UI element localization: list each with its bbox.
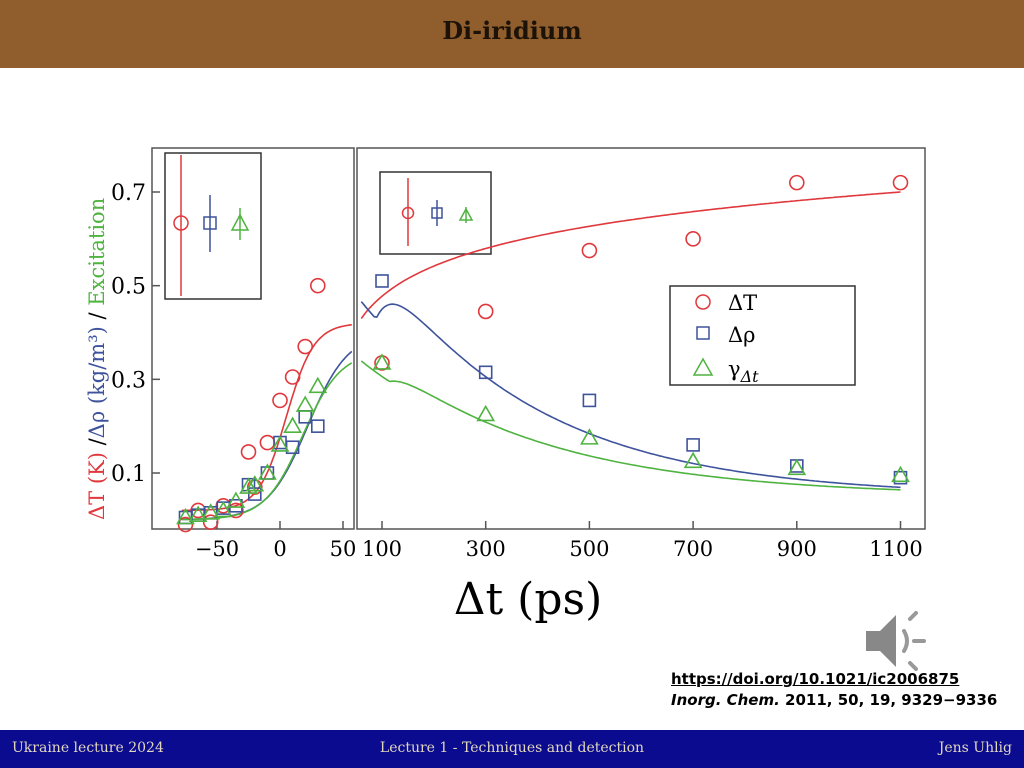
x-tick-label: 700 — [673, 537, 713, 561]
point-drho — [478, 365, 493, 380]
slide-title: Di-iridium — [442, 16, 582, 45]
point-gamma — [270, 435, 290, 452]
y-label-sep: / — [85, 306, 109, 326]
fit-curve-dT — [360, 191, 901, 319]
journal-name: Inorg. Chem. — [671, 691, 780, 709]
doi-link[interactable]: https://doi.org/10.1021/ic2006875 — [671, 670, 960, 688]
point-gamma — [787, 458, 807, 476]
fit-curve-gamma — [360, 360, 901, 491]
legend-marker-drho — [696, 326, 710, 340]
point-drho — [582, 393, 597, 408]
y-tick-label: 0.5 — [111, 275, 146, 300]
speaker-icon[interactable] — [860, 605, 932, 677]
point-drho — [310, 419, 325, 433]
point-gamma — [176, 507, 195, 525]
x-tick-label: 50 — [330, 537, 357, 561]
point-gamma — [188, 505, 208, 522]
left-errorbar-inset — [164, 152, 262, 300]
point-gamma — [213, 500, 233, 518]
point-drho — [229, 498, 243, 513]
point-dT — [259, 434, 276, 451]
legend-label-dT: ΔT — [728, 291, 757, 315]
point-gamma — [580, 428, 599, 445]
chart: ΔT (K) /Δρ (kg/m³) / Excitation ΔT Δρ γΔ… — [85, 147, 926, 625]
point-dT — [685, 231, 701, 247]
point-dT — [892, 174, 909, 191]
footer-right: Jens Uhlig — [938, 740, 1012, 756]
point-gamma — [891, 465, 910, 483]
citation-details: 2011, 50, 19, 9329−9336 — [785, 691, 998, 709]
point-gamma — [283, 416, 302, 433]
y-tick-label: 0.7 — [111, 181, 146, 206]
footer-left: Ukraine lecture 2024 — [12, 740, 164, 756]
point-dT — [581, 242, 598, 259]
point-gamma — [372, 353, 392, 370]
point-dT — [272, 392, 288, 409]
point-gamma — [201, 503, 221, 520]
y-tick-label: 0.1 — [111, 462, 146, 487]
point-gamma — [476, 404, 496, 422]
x-tick-label: 500 — [569, 537, 609, 561]
point-dT — [202, 514, 219, 530]
point-drho — [686, 438, 700, 452]
right-panel-frame — [356, 147, 926, 530]
legend-marker-dT — [695, 294, 711, 310]
fit-curve-drho — [360, 301, 901, 489]
x-tick-label: 300 — [466, 537, 506, 561]
legend-label-drho: Δρ — [728, 323, 756, 347]
point-drho — [248, 487, 262, 501]
y-tick-label: 0.3 — [111, 368, 146, 393]
left-panel-frame — [151, 147, 355, 530]
point-dT — [177, 516, 194, 533]
legend: ΔT Δρ γΔt — [669, 285, 856, 386]
legend-marker-gamma — [692, 357, 714, 376]
point-dT — [297, 338, 314, 355]
point-dT — [284, 369, 301, 385]
footer-center: Lecture 1 - Techniques and detection — [379, 740, 645, 756]
x-tick-label: −50 — [195, 537, 239, 561]
point-dT — [477, 303, 494, 320]
x-axis-label: Δt (ps) — [454, 574, 603, 625]
x-tick-label: 900 — [777, 537, 817, 561]
point-dT — [788, 174, 805, 191]
y-label-drho: Δρ (kg/m³) — [85, 326, 109, 438]
footer-bar: Ukraine lecture 2024 Lecture 1 - Techniq… — [0, 730, 1024, 768]
point-drho — [375, 274, 389, 288]
reference-citation: https://doi.org/10.1021/ic2006875 Inorg.… — [671, 669, 997, 711]
point-gamma — [308, 376, 328, 394]
y-label-excitation: Excitation — [85, 198, 109, 306]
data-points — [176, 174, 910, 533]
y-label-sep: / — [85, 437, 109, 452]
fit-curve-dT — [181, 324, 352, 512]
legend-label-gamma: γΔt — [728, 357, 759, 386]
point-dT — [309, 277, 326, 294]
point-gamma — [258, 463, 277, 480]
x-tick-label: 0 — [273, 537, 286, 561]
x-tick-label: 100 — [362, 537, 402, 561]
point-gamma — [226, 491, 246, 508]
point-gamma — [295, 395, 315, 412]
y-label-dT: ΔT (K) — [85, 452, 109, 520]
header-bar: Di-iridium — [0, 0, 1024, 68]
point-gamma — [245, 475, 265, 492]
point-gamma — [239, 477, 258, 494]
axis-ticks: 0.1 0.3 0.5 0.7 −50 0 50 100 300 500 700 900 1100 — [111, 181, 923, 561]
x-tick-label: 1100 — [869, 537, 922, 561]
y-axis-label: ΔT (K) /Δρ (kg/m³) / Excitation — [85, 198, 109, 520]
point-dT — [240, 444, 257, 460]
point-gamma — [683, 451, 703, 469]
right-errorbar-inset — [379, 171, 492, 255]
